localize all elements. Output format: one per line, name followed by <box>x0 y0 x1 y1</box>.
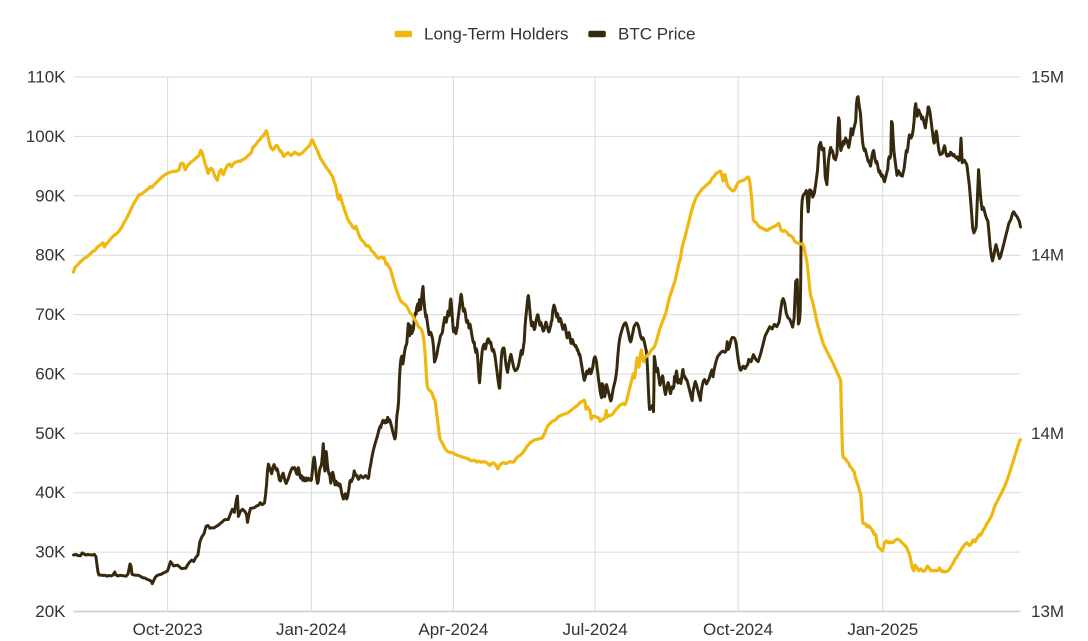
svg-text:90K: 90K <box>35 186 66 205</box>
svg-text:30K: 30K <box>35 543 66 562</box>
svg-text:14M: 14M <box>1031 246 1064 265</box>
svg-text:110K: 110K <box>27 68 66 87</box>
svg-text:15M: 15M <box>1031 68 1064 87</box>
svg-text:14M: 14M <box>1031 424 1064 443</box>
svg-text:60K: 60K <box>35 364 66 383</box>
svg-text:Jan-2025: Jan-2025 <box>847 620 918 639</box>
svg-text:BTC Price: BTC Price <box>618 25 695 44</box>
svg-text:20K: 20K <box>35 602 66 621</box>
svg-text:80K: 80K <box>35 246 66 265</box>
svg-text:Jan-2024: Jan-2024 <box>276 620 347 639</box>
svg-text:70K: 70K <box>35 305 66 324</box>
svg-text:13M: 13M <box>1031 602 1064 621</box>
svg-text:Apr-2024: Apr-2024 <box>418 620 488 639</box>
svg-text:Long-Term Holders: Long-Term Holders <box>424 25 569 44</box>
svg-text:Jul-2024: Jul-2024 <box>562 620 627 639</box>
svg-text:50K: 50K <box>35 424 66 443</box>
svg-text:Oct-2023: Oct-2023 <box>133 620 203 639</box>
svg-text:100K: 100K <box>26 127 66 146</box>
svg-text:40K: 40K <box>35 483 66 502</box>
svg-text:Oct-2024: Oct-2024 <box>703 620 773 639</box>
